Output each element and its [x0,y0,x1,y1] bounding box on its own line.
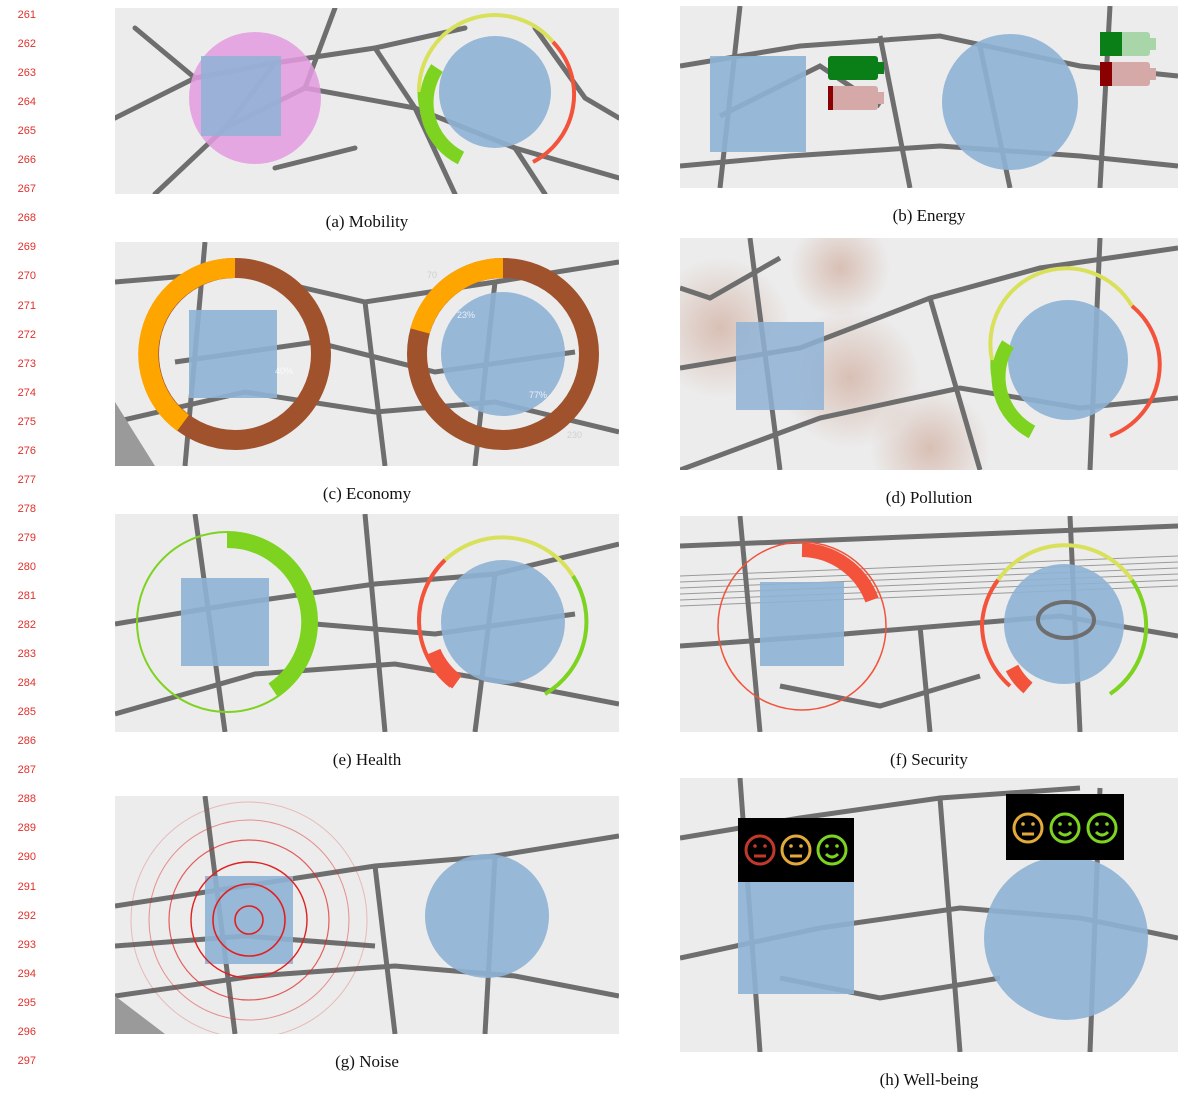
figure-e-health-map [115,514,619,732]
line-number: 272 [0,329,36,341]
wellbeing-blue-rect [738,870,854,994]
line-number: 284 [0,677,36,689]
line-number: 288 [0,793,36,805]
energy-blue-circle [942,34,1078,170]
line-number: 285 [0,706,36,718]
caption-b: (b) Energy [680,206,1178,226]
line-number: 290 [0,851,36,863]
caption-e: (e) Health [115,750,619,770]
health-gauge-right-red [419,560,445,622]
line-number: 264 [0,96,36,108]
battery-icon-red-right [1100,62,1156,86]
line-number: 271 [0,300,36,312]
line-number: 291 [0,881,36,893]
noise-gray-area [115,996,165,1034]
line-number: 295 [0,997,36,1009]
line-number: 276 [0,445,36,457]
figure-g-noise-map [115,796,619,1034]
line-number: 263 [0,67,36,79]
economy-tick-top: 70 [427,270,437,280]
pollution-blue-circle [1008,300,1128,420]
line-number: 283 [0,648,36,660]
battery-icon-red [828,86,884,110]
line-number: 293 [0,939,36,951]
smiley-panel-left [738,818,854,882]
line-number: 287 [0,764,36,776]
wellbeing-blue-circle [984,856,1148,1020]
noise-blue-circle [425,854,549,978]
figure-f-security-map [680,516,1178,732]
economy-label-right-top: 23% [457,310,475,320]
line-number: 273 [0,358,36,370]
smiley-panel-right [1006,794,1124,860]
security-gauge-right-arc [1012,668,1028,688]
caption-f: (f) Security [680,750,1178,770]
economy-label-left: 40% [275,366,293,376]
line-number: 274 [0,387,36,399]
line-number: 278 [0,503,36,515]
line-number: 286 [0,735,36,747]
energy-blue-square [710,56,806,152]
caption-c: (c) Economy [115,484,619,504]
line-number: 280 [0,561,36,573]
figure-h-wellbeing-map [680,778,1178,1052]
line-number: 270 [0,270,36,282]
economy-blue-square [189,310,277,398]
line-number: 277 [0,474,36,486]
line-number: 297 [0,1055,36,1067]
battery-icon-green [828,56,884,80]
line-number: 289 [0,822,36,834]
line-number: 292 [0,910,36,922]
figure-a-mobility-map [115,8,619,194]
line-number: 282 [0,619,36,631]
line-number: 275 [0,416,36,428]
line-number: 281 [0,590,36,602]
mobility-blue-square [201,56,281,136]
line-number: 261 [0,9,36,21]
mobility-blue-circle [439,36,551,148]
line-number: 279 [0,532,36,544]
line-number: 296 [0,1026,36,1038]
line-number: 265 [0,125,36,137]
health-blue-circle [441,560,565,684]
battery-icon-green-right [1100,32,1156,56]
caption-d: (d) Pollution [680,488,1178,508]
security-blue-circle [1004,564,1124,684]
caption-g: (g) Noise [115,1052,619,1072]
pollution-blue-square [736,322,824,410]
security-blue-square [760,582,844,666]
caption-h: (h) Well-being [680,1070,1178,1090]
line-number: 267 [0,183,36,195]
figure-b-energy-map [680,6,1178,188]
noise-blue-square [205,876,293,964]
security-gauge-right-red [982,580,998,624]
line-number: 266 [0,154,36,166]
line-number: 294 [0,968,36,980]
caption-a: (a) Mobility [115,212,619,232]
line-number: 269 [0,241,36,253]
figure-d-pollution-map [680,238,1178,470]
figure-c-economy-map: 40% 23% 77% 70 230 [115,242,619,466]
line-number: 262 [0,38,36,50]
line-number: 268 [0,212,36,224]
economy-label-right-bottom: 77% [529,390,547,400]
health-blue-square [181,578,269,666]
economy-tick-bottom: 230 [567,430,582,440]
